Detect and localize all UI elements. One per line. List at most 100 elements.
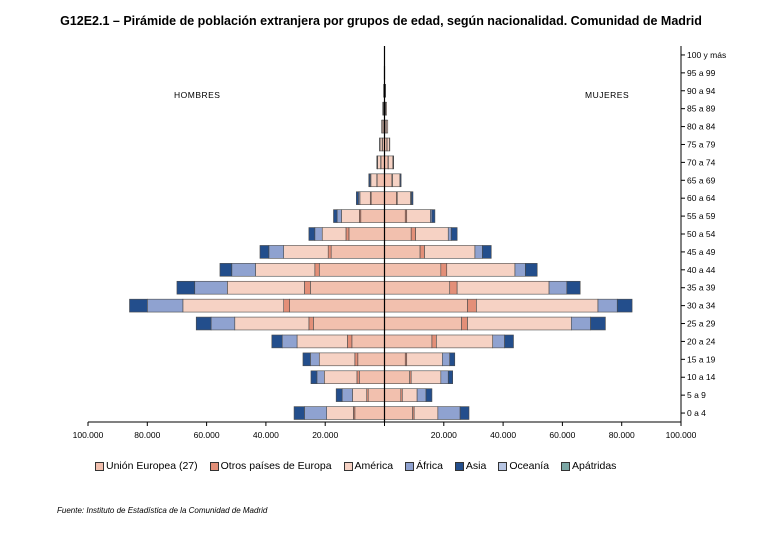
women-bar-segment (482, 245, 492, 259)
men-bar-segment (341, 388, 353, 402)
women-bar-segment (447, 227, 452, 241)
women-bar-segment (597, 298, 618, 313)
men-bar-segment (296, 334, 348, 349)
men-bar-segment (335, 388, 343, 402)
women-bar-segment (410, 227, 416, 241)
men-bar-segment (283, 245, 329, 259)
men-bar-segment (176, 280, 196, 295)
men-bar-segment (341, 209, 360, 223)
men-bar-segment (234, 316, 310, 331)
men-bar-segment (219, 263, 233, 277)
women-bar-segment (385, 119, 389, 134)
source-note: Fuente: Instituto de Estadística de la C… (57, 506, 268, 515)
women-bar-segment (566, 280, 581, 295)
legend-label: Otros países de Europa (220, 460, 332, 472)
men-bar-segment (308, 316, 314, 331)
men-bar-segment (283, 298, 290, 313)
legend-label: Apátridas (572, 460, 617, 472)
men-bar-segment (308, 227, 316, 241)
x-tick-label: 100.000 (73, 430, 104, 440)
women-bar-segment (419, 245, 425, 259)
legend-label: Unión Europea (27) (106, 460, 198, 472)
men-bar-segment (382, 101, 384, 116)
legend-swatch (209, 461, 219, 471)
y-tick-label: 0 a 4 (687, 408, 706, 418)
men-bar-segment (314, 263, 320, 277)
y-tick-label: 5 a 9 (687, 390, 706, 400)
women-bar-segment (384, 316, 462, 331)
women-bar-segment (384, 245, 421, 259)
x-tick-label: 60.000 (549, 430, 575, 440)
men-bar-segment (327, 245, 332, 259)
women-bar-segment (384, 263, 442, 277)
legend-swatch (561, 461, 571, 471)
women-bar-segment (461, 316, 468, 331)
men-bar-segment (368, 173, 371, 188)
men-bar-segment (367, 388, 385, 402)
legend-swatch (405, 461, 415, 471)
women-bar-segment (440, 370, 449, 384)
men-bar-segment (147, 298, 184, 313)
y-tick-label: 35 a 39 (687, 283, 716, 293)
men-bar-segment (318, 352, 356, 367)
men-bar-segment (313, 316, 385, 331)
men-bar-segment (268, 245, 284, 259)
women-bar-segment (476, 298, 599, 313)
men-bar-segment (352, 388, 368, 402)
legend: Unión Europea (27) Otros países de Europ… (95, 460, 628, 472)
women-bar-segment (442, 352, 451, 367)
legend-label: Asia (465, 460, 487, 472)
men-bar-segment (354, 352, 359, 367)
men-bar-segment (333, 209, 338, 223)
women-bar-segment (384, 352, 406, 367)
y-tick-label: 30 a 34 (687, 301, 716, 311)
women-bar-segment (431, 334, 437, 349)
men-bar-segment (194, 280, 228, 295)
legend-item: Asia (454, 460, 487, 472)
men-bar-segment (129, 298, 148, 313)
women-bar-segment (415, 227, 449, 241)
women-bar-segment (474, 245, 483, 259)
men-bar-segment (271, 334, 283, 349)
women-label: MUJERES (585, 90, 630, 100)
men-bar-segment (259, 245, 270, 259)
x-tick-label: 80.000 (134, 430, 160, 440)
men-bar-segment (351, 334, 385, 349)
women-bar-segment (384, 298, 468, 313)
men-bar-segment (356, 191, 359, 205)
men-bar-segment (324, 370, 358, 384)
women-bar-segment (384, 173, 393, 188)
women-bar-segment (446, 263, 516, 277)
men-bar-segment (321, 227, 347, 241)
women-bar-segment (449, 352, 456, 367)
women-bar-segment (436, 334, 494, 349)
women-bar-segment (449, 280, 458, 295)
legend-label: África (416, 460, 443, 472)
men-bar-segment (348, 227, 385, 241)
y-tick-label: 70 a 74 (687, 157, 716, 167)
y-tick-label: 40 a 44 (687, 265, 716, 275)
men-bar-segment (318, 263, 385, 277)
men-bar-segment (370, 191, 385, 205)
legend-item: América (343, 460, 393, 472)
x-tick-label: 20.000 (431, 430, 457, 440)
women-bar-segment (514, 263, 526, 277)
men-bar-segment (231, 263, 256, 277)
legend-swatch (454, 461, 464, 471)
men-bar-segment (316, 370, 325, 384)
x-tick-label: 20.000 (312, 430, 338, 440)
women-bar-segment (467, 298, 477, 313)
women-bar-segment (392, 173, 401, 188)
men-bar-segment (359, 191, 371, 205)
men-bar-segment (302, 352, 311, 367)
women-bar-segment (425, 388, 433, 402)
women-bar-segment (616, 298, 633, 313)
women-bar-segment (431, 209, 436, 223)
women-bar-segment (548, 280, 568, 295)
men-bar-segment (360, 209, 385, 223)
men-bar-segment (255, 263, 316, 277)
women-bar-segment (411, 191, 414, 205)
men-bar-segment (347, 334, 353, 349)
men-bar-segment (182, 298, 284, 313)
y-tick-label: 10 a 14 (687, 372, 716, 382)
